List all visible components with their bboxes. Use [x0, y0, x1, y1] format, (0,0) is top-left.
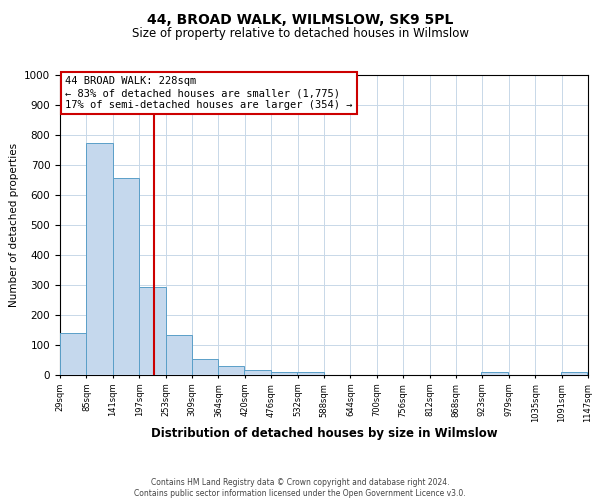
Text: Size of property relative to detached houses in Wilmslow: Size of property relative to detached ho… [131, 28, 469, 40]
Bar [60, 333, 86, 375]
Bar [481, 372, 508, 375]
X-axis label: Distribution of detached houses by size in Wilmslow: Distribution of detached houses by size … [151, 427, 497, 440]
Bar [218, 366, 244, 375]
Bar [192, 358, 218, 375]
Bar [297, 372, 323, 375]
Text: Contains HM Land Registry data © Crown copyright and database right 2024.
Contai: Contains HM Land Registry data © Crown c… [134, 478, 466, 498]
Bar [86, 142, 113, 375]
Bar [271, 372, 297, 375]
Bar [560, 372, 587, 375]
Bar [166, 336, 192, 375]
Bar [139, 286, 166, 375]
Text: 44 BROAD WALK: 228sqm
← 83% of detached houses are smaller (1,775)
17% of semi-d: 44 BROAD WALK: 228sqm ← 83% of detached … [65, 76, 353, 110]
Y-axis label: Number of detached properties: Number of detached properties [8, 143, 19, 307]
Bar [244, 370, 271, 375]
Text: 44, BROAD WALK, WILMSLOW, SK9 5PL: 44, BROAD WALK, WILMSLOW, SK9 5PL [147, 12, 453, 26]
Bar [113, 178, 139, 375]
